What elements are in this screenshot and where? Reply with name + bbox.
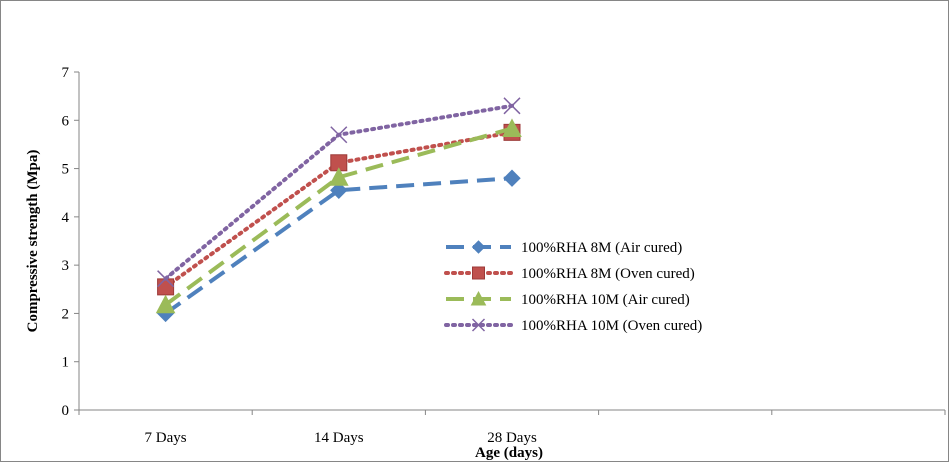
y-tick-label: 3 [62,258,70,274]
x-tick-label: 14 Days [314,430,364,446]
legend-label: 100%RHA 10M (Oven cured) [521,318,702,334]
legend-label: 100%RHA 10M (Air cured) [521,292,690,308]
series-3 [155,118,522,314]
legend-item-3: 100%RHA 10M (Air cured) [446,290,690,308]
marker-stroke [503,97,521,115]
data-point [330,126,348,144]
series-line [164,126,513,307]
legend-marker [472,266,485,280]
data-point [503,97,521,115]
marker-stroke [157,270,175,288]
legend-marker [470,290,487,306]
legend-marker [471,318,486,332]
data-point [330,181,348,200]
legend-label: 100%RHA 8M (Oven cured) [521,266,695,282]
y-tick-label: 0 [62,403,70,419]
y-tick-label: 2 [62,306,70,322]
legend: 100%RHA 8M (Air cured) 100%RHA 8M (Oven c… [444,240,702,334]
data-point [157,270,175,288]
marker-stroke [471,318,486,332]
y-tick-label: 6 [62,113,70,129]
series-group [155,97,522,323]
legend-item-2: 100%RHA 8M (Oven cured) [444,266,695,282]
labels-group: Compressive strength (Mpa) Age (days) [25,150,543,461]
legend-label: 100%RHA 8M (Air cured) [521,240,682,256]
legend-item-1: 100%RHA 8M (Air cured) [446,240,682,256]
series-line [164,176,513,316]
data-point [328,167,349,186]
series-4 [157,97,521,288]
x-tick-label: 7 Days [145,430,187,446]
y-tick-label: 1 [62,355,70,371]
x-axis-title: Age (days) [475,445,543,461]
x-tick-label: 28 Days [487,430,537,446]
y-tick-label: 5 [62,162,70,178]
y-axis-title: Compressive strength (Mpa) [25,150,41,333]
data-point [155,294,176,314]
data-point [157,278,175,296]
data-point [503,169,521,187]
data-point [502,118,522,137]
y-tick-label: 4 [62,210,70,226]
y-tick-label: 7 [62,65,70,81]
marker-stroke [330,126,348,144]
axes: 0 1 2 3 4 5 6 7 7 Days 14 Days 28 Days [62,65,946,446]
legend-marker [471,240,486,254]
legend-item-4: 100%RHA 10M (Oven cured) [444,318,702,334]
